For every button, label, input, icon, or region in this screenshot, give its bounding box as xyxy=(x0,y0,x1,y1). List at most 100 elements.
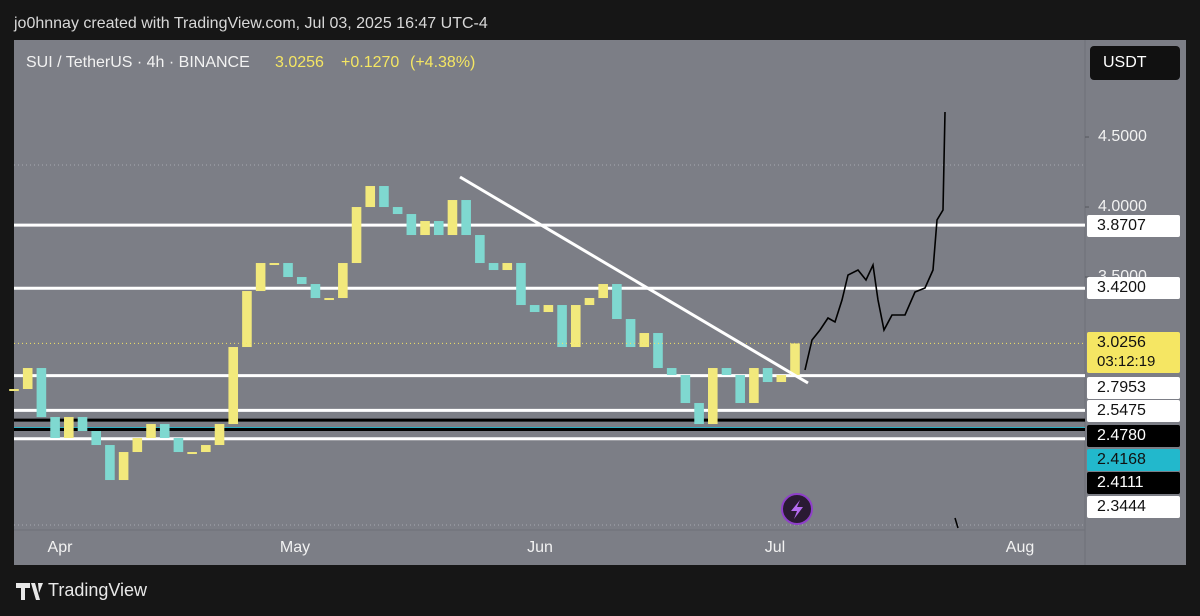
candle xyxy=(653,333,663,369)
level-label: 2.4168 xyxy=(1097,451,1146,468)
candle xyxy=(132,438,143,453)
candle xyxy=(50,417,60,439)
plot: Apr May Jun Jul Aug xyxy=(9,186,1085,556)
candle xyxy=(612,284,622,320)
symbol: SUI / TetherUS · 4h · BINANCE xyxy=(26,54,250,71)
x-tick-label: May xyxy=(280,539,310,556)
candle xyxy=(255,263,266,292)
candle xyxy=(64,417,74,439)
brand: TradingView xyxy=(48,580,148,600)
candle xyxy=(365,186,376,208)
x-tick-label: Apr xyxy=(48,539,74,556)
candle xyxy=(159,424,170,439)
candle xyxy=(625,319,636,348)
level-label: 2.4111 xyxy=(1097,474,1144,491)
price-label-box xyxy=(1087,400,1180,422)
candle xyxy=(296,277,307,285)
candle xyxy=(447,200,458,236)
candle xyxy=(598,284,608,299)
candle xyxy=(392,207,403,215)
x-tick-label: Jun xyxy=(527,539,553,556)
price-label-box xyxy=(1087,277,1180,299)
candle xyxy=(749,368,759,404)
candle xyxy=(543,305,554,313)
candle xyxy=(529,305,540,313)
candle xyxy=(584,298,595,306)
candle xyxy=(776,375,787,383)
candle xyxy=(118,452,129,481)
level-label: 2.7953 xyxy=(1097,379,1146,396)
candle xyxy=(173,438,184,453)
candle xyxy=(461,200,471,236)
candle xyxy=(324,298,334,301)
countdown: 03:12:19 xyxy=(1097,353,1155,370)
candle xyxy=(680,375,691,404)
y-tick-label: 4.0000 xyxy=(1098,198,1147,215)
candle xyxy=(187,452,197,455)
candle xyxy=(420,221,430,236)
candle xyxy=(338,263,348,299)
price-label-box xyxy=(1087,377,1180,399)
level-label: 3.4200 xyxy=(1097,279,1146,296)
candle xyxy=(214,424,225,446)
candle xyxy=(269,263,280,266)
level-label: 2.3444 xyxy=(1097,498,1146,515)
price-label-box xyxy=(1087,449,1180,471)
candle xyxy=(77,417,88,432)
level-label: 3.8707 xyxy=(1097,217,1146,234)
price-label-box xyxy=(1087,215,1180,237)
candle xyxy=(22,368,33,390)
price-label-box xyxy=(1087,496,1180,518)
candle xyxy=(406,214,417,236)
price-label-box xyxy=(1087,332,1180,373)
candle xyxy=(351,207,362,264)
currency-button[interactable] xyxy=(1090,46,1180,80)
candle xyxy=(9,389,19,392)
candle xyxy=(557,305,567,348)
candle xyxy=(105,445,115,481)
candle xyxy=(762,368,773,383)
price-labels: 4.50004.00003.50003.025603:12:193.87073.… xyxy=(1085,128,1180,518)
currency: USDT xyxy=(1103,54,1147,71)
x-tick-label: Aug xyxy=(1006,539,1034,556)
brand-logo xyxy=(16,583,43,600)
candle xyxy=(228,347,239,425)
price-label-box xyxy=(1087,425,1180,447)
projection xyxy=(804,111,946,371)
candle xyxy=(146,424,156,439)
change-pct: (+4.38%) xyxy=(410,54,475,71)
candle xyxy=(283,263,293,278)
price-label-box xyxy=(1087,472,1180,494)
candle xyxy=(242,291,252,348)
candle xyxy=(310,284,321,299)
y-tick-label: 4.5000 xyxy=(1098,128,1147,145)
candle xyxy=(36,368,47,418)
change: +0.1270 xyxy=(341,54,399,71)
candle xyxy=(694,403,704,425)
candle xyxy=(379,186,389,208)
candle xyxy=(570,305,581,348)
trendline xyxy=(459,175,809,385)
candle xyxy=(475,235,485,264)
level-label: 2.5475 xyxy=(1097,402,1146,419)
candle xyxy=(721,368,732,376)
candle xyxy=(502,263,513,271)
projection-mark xyxy=(954,517,959,529)
candle xyxy=(639,333,650,348)
candle xyxy=(516,263,526,306)
event-icon-bolt xyxy=(791,500,803,519)
last-price: 3.0256 xyxy=(275,54,324,71)
last-price-label: 3.0256 xyxy=(1097,334,1146,351)
candle xyxy=(433,221,444,236)
x-tick-label: Jul xyxy=(765,539,785,556)
candle xyxy=(707,368,718,425)
plot-area xyxy=(14,40,1085,565)
candle xyxy=(488,263,499,271)
candle xyxy=(91,431,102,446)
candle xyxy=(201,445,211,453)
candle xyxy=(666,368,677,376)
attribution: jo0hnnay created with TradingView.com, J… xyxy=(13,15,488,32)
candle xyxy=(735,375,745,404)
level-label: 2.4780 xyxy=(1097,427,1146,444)
